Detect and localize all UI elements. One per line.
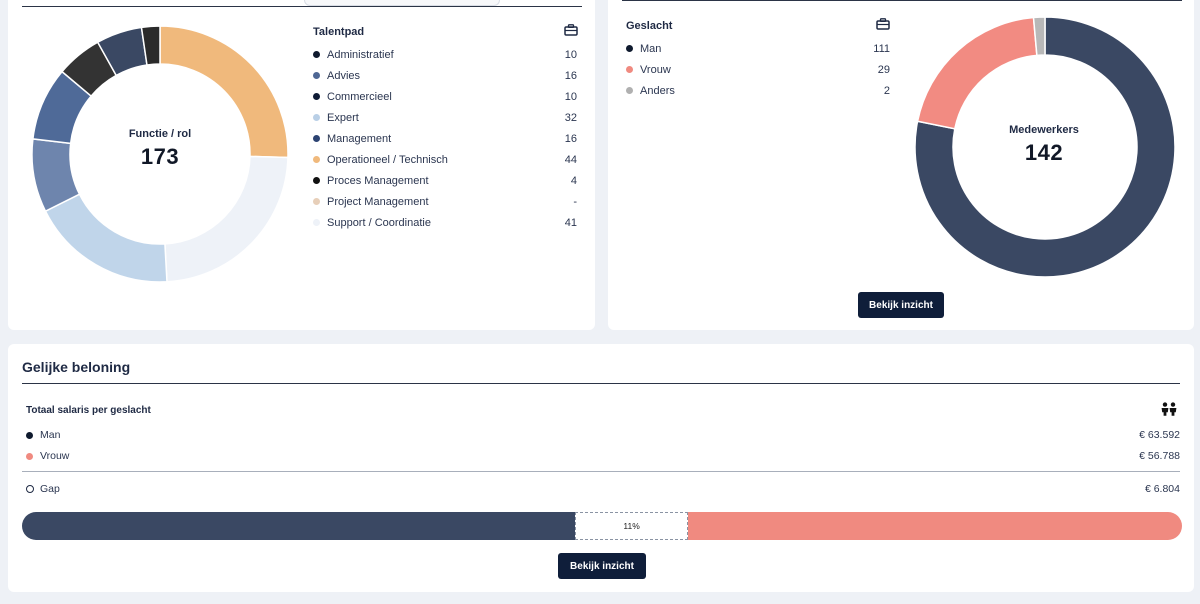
legend-dot (313, 156, 320, 163)
card-top-divider (22, 6, 582, 7)
donut-center: Medewerkers 142 (984, 124, 1104, 166)
legend-value: 32 (564, 111, 577, 124)
legend-item-proces-management: Proces Management 4 (313, 170, 577, 191)
legend-dot (26, 452, 33, 460)
legend-dot (313, 72, 320, 79)
legend-item-man: Man 111 (626, 38, 890, 59)
legend-label: Proces Management (327, 174, 429, 187)
briefcase-icon (564, 24, 578, 36)
donut-center-label: Functie / rol (128, 128, 192, 140)
legend-label: Commercieel (327, 90, 392, 103)
tab-remnant (304, 0, 500, 6)
legend-item-expert: Expert 32 (313, 107, 577, 128)
legend-value: 2 (883, 84, 890, 97)
people-icon (1161, 402, 1177, 416)
legend-label: Operationeel / Technisch (327, 153, 448, 166)
legend-title: Talentpad (313, 26, 365, 38)
row-separator (22, 471, 1180, 472)
legend-dot (313, 135, 320, 142)
gap-ring-icon (26, 485, 34, 493)
legend-value: 16 (564, 132, 577, 145)
legend-value: 41 (564, 216, 577, 229)
briefcase-icon (876, 18, 890, 30)
salary-row-gap: Gap € 6.804 (26, 481, 1180, 497)
legend-dot (26, 431, 33, 439)
legend-dot (313, 51, 320, 58)
legend-item-operationeel-technisch: Operationeel / Technisch 44 (313, 149, 577, 170)
gelijke-beloning-card: Gelijke beloning Totaal salaris per gesl… (8, 344, 1194, 592)
legend-label: Advies (327, 69, 361, 82)
donut-center-total: 142 (1024, 140, 1064, 165)
geslacht-donut-chart (914, 16, 1176, 278)
legend-item-commercieel: Commercieel 10 (313, 86, 577, 107)
legend-value: 29 (877, 63, 890, 76)
donut-slice-anders (1032, 16, 1046, 57)
functie-donut-chart (31, 25, 289, 283)
bar-segment-gap: 11% (575, 512, 688, 540)
legend-item-advies: Advies 16 (313, 65, 577, 86)
legend-item-management: Management 16 (313, 128, 577, 149)
legend-dot (626, 45, 633, 52)
legend-item-anders: Anders 2 (626, 80, 890, 101)
legend-label: Man (640, 42, 662, 55)
pay-gap-bar: 11% (22, 512, 1182, 540)
legend-dot (626, 66, 633, 73)
legend-value: - (573, 195, 577, 208)
geslacht-card: Geslacht Man 111 Vrouw 29 Anders 2 Medewerker… (608, 0, 1194, 330)
legend-title: Geslacht (626, 20, 673, 32)
donut-center-total: 173 (140, 144, 180, 169)
legend-item-vrouw: Vrouw 29 (626, 59, 890, 80)
legend-label: Expert (327, 111, 359, 124)
bekijk-inzicht-button[interactable]: Bekijk inzicht (858, 292, 944, 318)
legend-label: Project Management (327, 195, 429, 208)
legend-dot (313, 114, 320, 121)
legend-value: 10 (564, 90, 577, 103)
salary-row-value: € 56.788 (1139, 450, 1180, 462)
salary-row-value: € 6.804 (1144, 483, 1180, 495)
legend-item-project-management: Project Management - (313, 191, 577, 212)
bekijk-inzicht-button[interactable]: Bekijk inzicht (558, 553, 646, 579)
salary-row-value: € 63.592 (1139, 429, 1180, 441)
donut-slice-expert (44, 193, 168, 283)
section-subtitle: Totaal salaris per geslacht (26, 405, 151, 416)
donut-center-label: Medewerkers (1009, 124, 1079, 136)
bar-segment-man (22, 512, 576, 540)
bar-segment-vrouw (687, 512, 1182, 540)
geslacht-legend: Man 111 Vrouw 29 Anders 2 (626, 38, 890, 101)
legend-dot (626, 87, 633, 94)
legend-dot (313, 93, 320, 100)
legend-item-administratief: Administratief 10 (313, 44, 577, 65)
salary-row-label: Vrouw (40, 450, 70, 462)
section-title: Gelijke beloning (22, 359, 131, 375)
donut-slice-man (914, 16, 1176, 278)
legend-label: Administratief (327, 48, 394, 61)
salary-row-label: Gap (40, 483, 60, 495)
salary-row-label: Man (40, 429, 61, 441)
legend-label: Anders (640, 84, 675, 97)
legend-value: 4 (570, 174, 577, 187)
legend-label: Management (327, 132, 392, 145)
legend-label: Support / Coordinatie (327, 216, 431, 229)
donut-slice-proces-management (140, 25, 161, 66)
salary-row-man: Man € 63.592 (26, 427, 1180, 443)
legend-value: 16 (564, 69, 577, 82)
legend-label: Vrouw (640, 63, 671, 76)
donut-center: Functie / rol 173 (100, 128, 220, 170)
salary-row-vrouw: Vrouw € 56.788 (26, 448, 1180, 464)
legend-value: 10 (564, 48, 577, 61)
talentpad-card: Functie / rol 173 Talentpad Administrati… (8, 0, 595, 330)
donut-slice-vrouw (916, 16, 1038, 130)
talentpad-legend: Administratief 10 Advies 16 Commercieel 10 Exp… (313, 44, 577, 233)
card-top-divider (622, 0, 1182, 1)
legend-value: 44 (564, 153, 577, 166)
section-divider (22, 383, 1180, 384)
legend-item-support-coordinatie: Support / Coordinatie 41 (313, 212, 577, 233)
legend-dot (313, 219, 320, 226)
legend-value: 111 (873, 42, 890, 55)
donut-slice-support-coordinatie (164, 155, 289, 283)
legend-dot (313, 198, 320, 205)
legend-dot (313, 177, 320, 184)
